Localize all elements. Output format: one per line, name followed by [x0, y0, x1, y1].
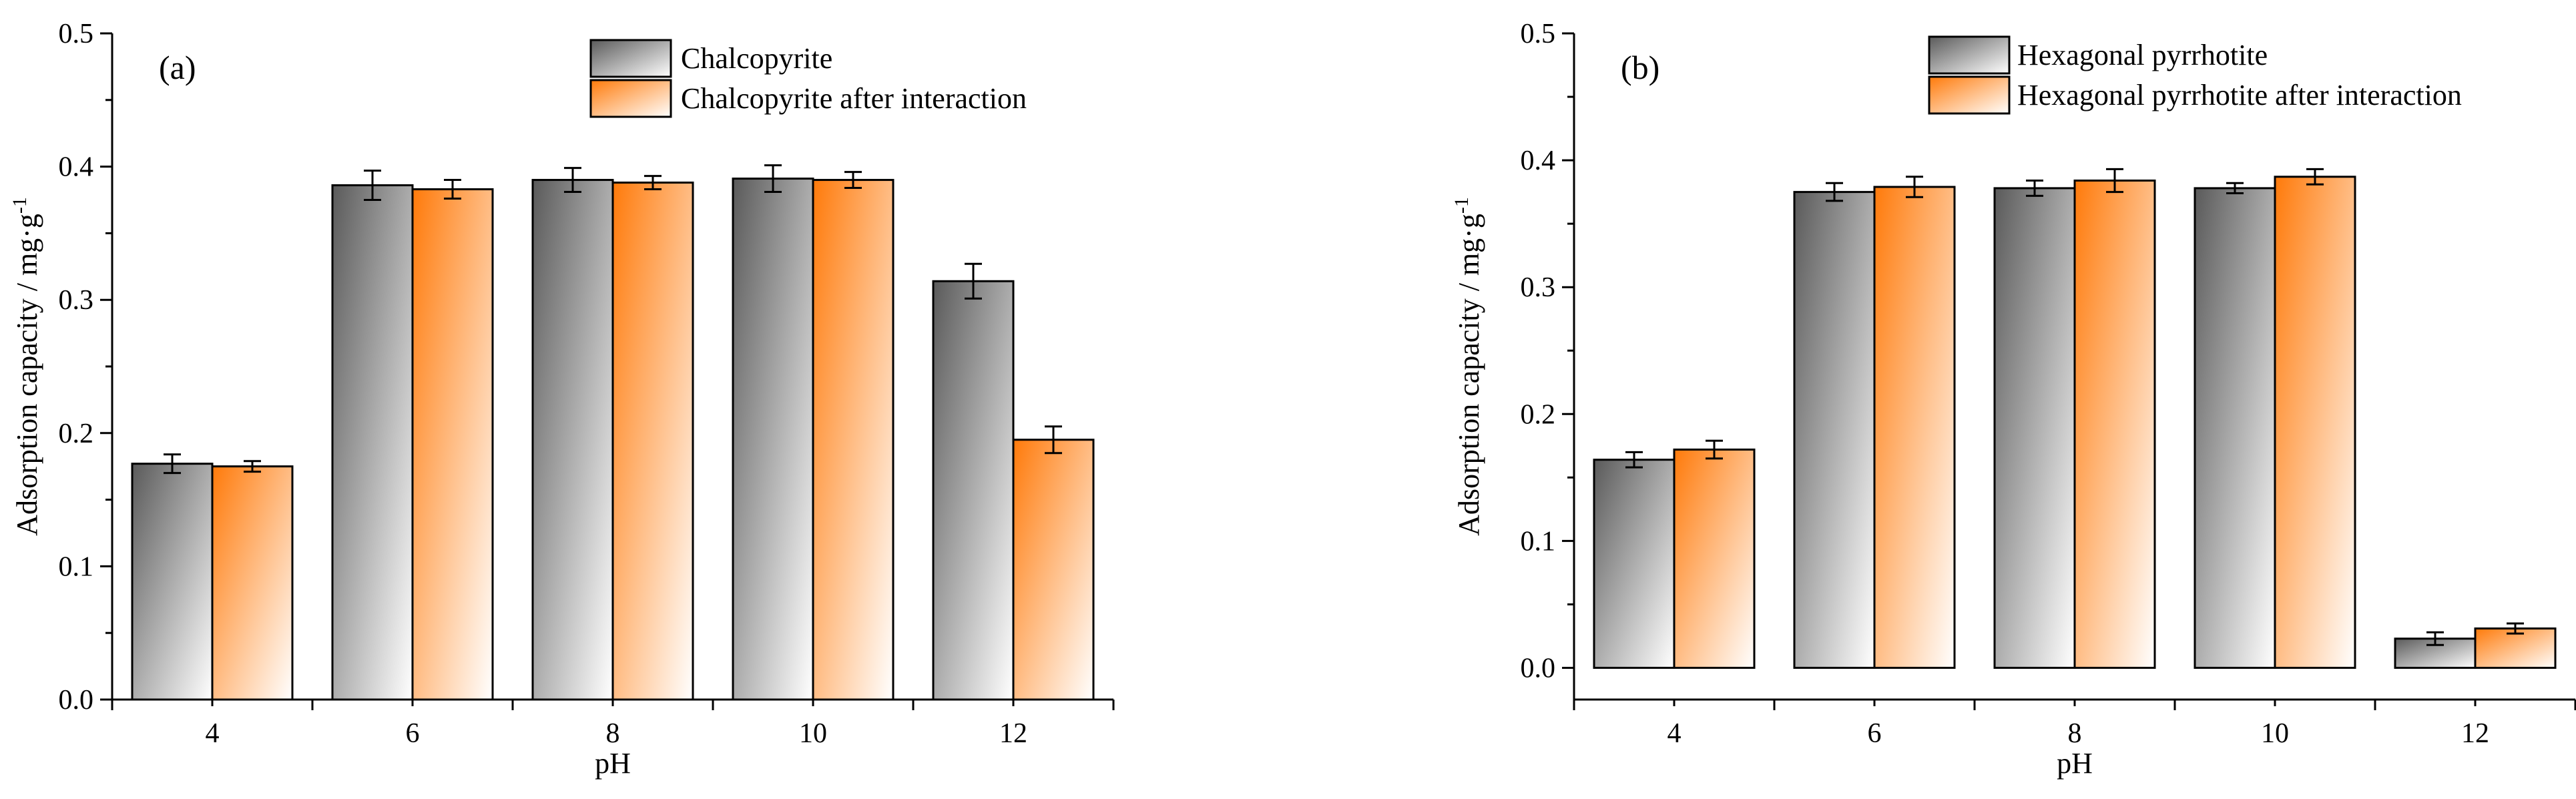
- y-tick-label: 0.4: [1521, 146, 1556, 176]
- bar: [2194, 187, 2276, 669]
- y-tick-label: 0.2: [59, 419, 94, 449]
- bar: [1673, 449, 1756, 669]
- bar: [331, 184, 414, 701]
- x-tick-label: 4: [1667, 718, 1682, 749]
- legend-label: Hexagonal pyrrhotite: [2017, 39, 2268, 71]
- x-tick-label: 10: [2261, 718, 2289, 749]
- y-tick-label: 0.4: [59, 152, 94, 183]
- legend-swatch: [589, 79, 672, 118]
- bar: [2274, 176, 2356, 669]
- bar: [611, 182, 694, 701]
- x-tick-label: 6: [406, 718, 420, 749]
- bar: [1793, 191, 1876, 669]
- y-tick-label: 0.0: [59, 685, 94, 716]
- x-axis-title: pH: [2057, 747, 2093, 780]
- y-tick-label: 0.0: [1521, 653, 1556, 684]
- x-tick-label: 10: [799, 718, 827, 749]
- bar: [1873, 186, 1956, 669]
- bar: [812, 179, 894, 701]
- panel-a: 0.0 0.1 0.2 0.3 0.4 0.5 4 6 8 10 12 pH Adsorption ca…: [9, 19, 1115, 780]
- y-tick-label: 0.2: [1521, 399, 1556, 430]
- legend-label: Chalcopyrite: [681, 42, 832, 75]
- y-axis-title: Adsorption capacity / mg·g-1: [9, 197, 43, 536]
- x-tick-label: 12: [2461, 718, 2489, 749]
- y-axis-title: Adsorption capacity / mg·g-1: [1451, 197, 1485, 536]
- y-tick-label: 0.3: [1521, 272, 1556, 303]
- x-tick-label: 4: [206, 718, 220, 749]
- legend-swatch: [1928, 75, 2011, 115]
- bar: [1012, 439, 1095, 701]
- y-tick-label: 0.1: [1521, 526, 1556, 557]
- bar: [531, 179, 614, 701]
- bar: [411, 188, 494, 701]
- panel-label: (b): [1621, 49, 1659, 86]
- legend-swatch: [589, 39, 672, 78]
- legend-swatch: [1928, 35, 2011, 75]
- x-tick-label: 8: [606, 718, 620, 749]
- legend-label: Chalcopyrite after interaction: [681, 82, 1027, 115]
- x-tick-label: 12: [999, 718, 1027, 749]
- y-tick-label: 0.1: [59, 551, 94, 582]
- x-axis-title: pH: [595, 747, 631, 780]
- bar: [211, 465, 294, 701]
- panel-label: (a): [159, 49, 196, 86]
- x-tick-label: 8: [2068, 718, 2082, 749]
- bar: [932, 280, 1015, 701]
- bar: [131, 463, 214, 701]
- bar: [2474, 627, 2557, 669]
- bar: [1593, 459, 1676, 669]
- x-tick-label: 6: [1868, 718, 1882, 749]
- legend-label: Hexagonal pyrrhotite after interaction: [2017, 79, 2462, 111]
- bar: [1993, 187, 2076, 669]
- bar: [2073, 180, 2156, 669]
- y-tick-label: 0.3: [59, 285, 94, 316]
- panel-b: 0.0 0.1 0.2 0.3 0.4 0.5 4 6 8 10 12 pH Adsorption ca…: [1451, 19, 2576, 780]
- bar: [732, 178, 814, 701]
- y-tick-label: 0.5: [59, 19, 94, 49]
- y-tick-label: 0.5: [1521, 19, 1556, 49]
